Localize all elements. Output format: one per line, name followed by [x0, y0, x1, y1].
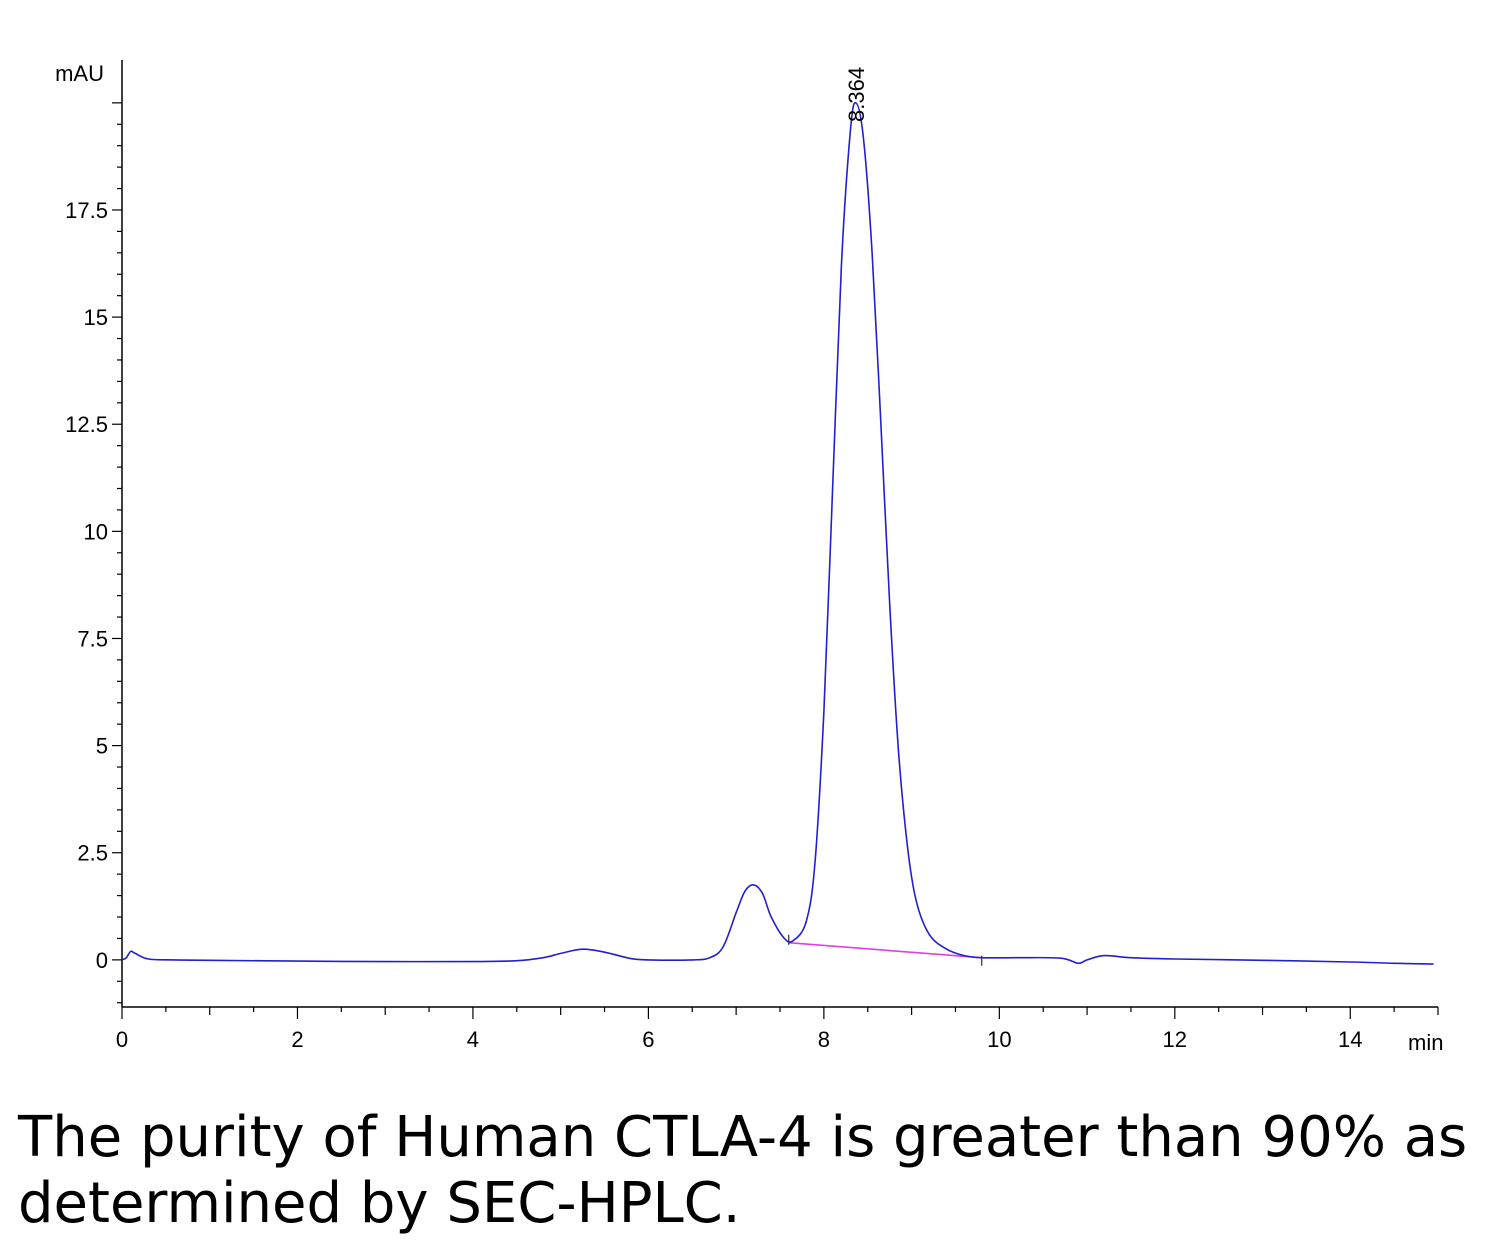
- y-tick-label: 12.5: [65, 412, 108, 437]
- integration-baseline: [788, 941, 982, 959]
- y-tick-label: 15: [84, 305, 108, 330]
- plot-area: [121, 102, 1434, 966]
- y-tick-label: 7.5: [77, 626, 108, 651]
- y-axis: 0 2.5 5 7.5 10 12.5 15 17.5: [65, 60, 123, 1007]
- x-tick-label: 6: [642, 1027, 654, 1052]
- x-axis-unit-label: min: [1408, 1030, 1443, 1055]
- y-tick-label: 0: [96, 948, 108, 973]
- y-tick-label: 5: [96, 734, 108, 759]
- x-tick-label: 0: [116, 1027, 128, 1052]
- x-tick-label: 12: [1163, 1027, 1187, 1052]
- x-tick-label: 4: [467, 1027, 479, 1052]
- y-tick-label: 17.5: [65, 198, 108, 223]
- x-tick-label: 8: [818, 1027, 830, 1052]
- chromatogram-chart: 0 2.5 5 7.5 10 12.5 15 17.5 0 2 4 6 8 10 12 14 mAU min…: [55, 60, 1443, 1055]
- y-axis-unit-label: mAU: [55, 61, 104, 86]
- x-tick-label: 14: [1338, 1027, 1362, 1052]
- peak-retention-time-label: 8.364: [844, 67, 869, 122]
- x-axis: 0 2 4 6 8 10 12 14: [116, 1006, 1439, 1052]
- chromatogram-trace: [121, 102, 1434, 965]
- y-tick-label: 2.5: [77, 841, 108, 866]
- y-tick-label: 10: [84, 519, 108, 544]
- x-tick-label: 2: [291, 1027, 303, 1052]
- purity-caption: The purity of Human CTLA-4 is greater th…: [18, 1105, 1468, 1236]
- x-tick-label: 10: [987, 1027, 1011, 1052]
